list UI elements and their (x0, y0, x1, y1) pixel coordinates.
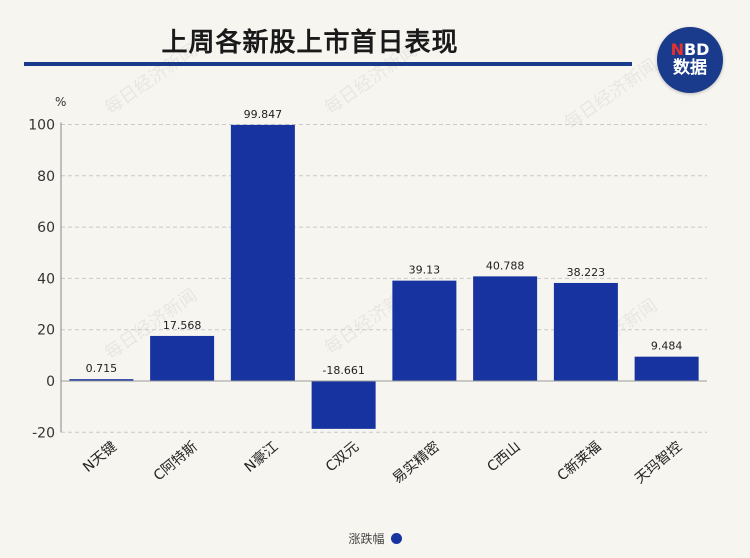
data-label: 0.715 (86, 362, 118, 375)
x-tick-label: C新莱福 (554, 439, 604, 485)
y-tick-label: 60 (37, 220, 55, 236)
x-tick-label: C阿特斯 (151, 439, 201, 485)
y-tick-label: 20 (37, 323, 55, 339)
y-tick-label: -20 (32, 425, 55, 441)
chart-title: 上周各新股上市首日表现 (161, 28, 459, 58)
data-label: 38.223 (567, 266, 606, 279)
y-tick-label: 100 (28, 118, 55, 134)
x-tick-label: C西山 (484, 439, 523, 476)
data-label: -18.661 (322, 364, 364, 377)
y-tick-label: 80 (37, 169, 55, 185)
x-tick-label: N天键 (80, 439, 120, 476)
logo-letters: BD (683, 40, 710, 59)
y-unit-label: % (55, 95, 66, 109)
title-underline (24, 62, 632, 66)
y-tick-label: 40 (37, 271, 55, 287)
watermark-text: 每日经济新闻 (561, 55, 662, 134)
legend-swatch (390, 533, 402, 544)
x-tick-label: C双元 (323, 439, 362, 476)
bar (392, 280, 457, 381)
legend-label: 涨跌幅 (348, 532, 385, 546)
y-tick-label: 0 (46, 374, 55, 390)
bar (150, 335, 215, 381)
x-tick-label: 天玛智控 (632, 439, 685, 487)
data-label: 17.568 (163, 319, 202, 332)
watermark-text: 每日经济新闻 (321, 40, 422, 119)
data-label: 9.484 (651, 340, 683, 353)
logo-accent-letter: N (670, 40, 684, 59)
bar (553, 282, 618, 381)
bar (634, 356, 699, 381)
logo-subtitle: 数据 (673, 58, 707, 78)
data-label: 40.788 (486, 259, 525, 272)
bar (69, 379, 134, 381)
x-tick-label: N豪江 (242, 439, 282, 476)
x-tick-label: 易实精密 (389, 438, 443, 487)
watermark-text: 每日经济新闻 (101, 40, 202, 119)
data-label: 39.13 (409, 264, 441, 277)
bar (230, 124, 295, 381)
data-label: 99.847 (244, 108, 283, 121)
bar (473, 276, 538, 381)
nbd-logo: NBD 数据 (657, 27, 723, 93)
bar (311, 381, 376, 429)
legend: 涨跌幅 (0, 530, 750, 547)
